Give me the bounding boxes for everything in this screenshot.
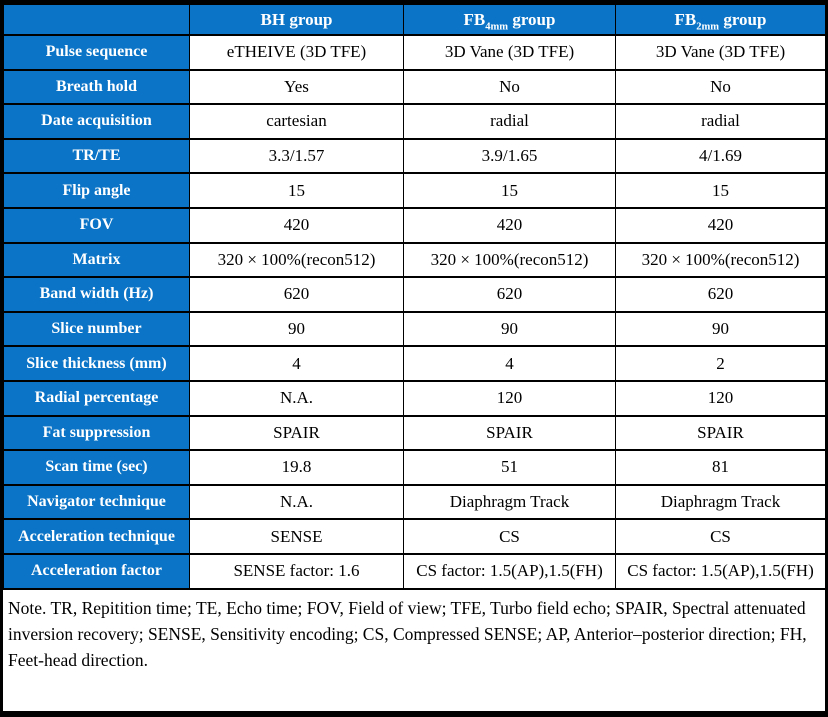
- cell-value: 420: [403, 206, 616, 244]
- row-label: Fat suppression: [3, 414, 190, 452]
- cell-value: 3D Vane (3D TFE): [403, 34, 616, 71]
- cell-value: CS factor: 1.5(AP),1.5(FH): [403, 552, 616, 590]
- cell-value: CS factor: 1.5(AP),1.5(FH): [615, 552, 825, 590]
- header-cell-bh-group: BH group: [189, 3, 404, 36]
- header-fb4mm-subscript: 4mm: [485, 20, 509, 32]
- cell-value: No: [403, 68, 616, 106]
- cell-value: 3.3/1.57: [189, 137, 404, 175]
- row-label: Breath hold: [3, 68, 190, 106]
- cell-value: SPAIR: [189, 414, 404, 452]
- cell-value: 320 × 100%(recon512): [403, 241, 616, 279]
- cell-value: 120: [615, 379, 825, 417]
- cell-value: 15: [615, 172, 825, 209]
- cell-value: N.A.: [189, 483, 404, 521]
- cell-value: 90: [615, 310, 825, 348]
- header-fb2mm-base: FB: [674, 9, 697, 29]
- header-fb4mm-base: FB: [463, 9, 486, 29]
- cell-value: 3.9/1.65: [403, 137, 616, 175]
- row-label: Radial percentage: [3, 379, 190, 417]
- table-row-flip-angle: Flip angle 15 15 15: [3, 172, 825, 209]
- table-row-acceleration-technique: Acceleration technique SENSE CS CS: [3, 518, 825, 555]
- cell-value: 3D Vane (3D TFE): [615, 34, 825, 71]
- table-row-fov: FOV 420 420 420: [3, 206, 825, 244]
- table-row-acceleration-factor: Acceleration factor SENSE factor: 1.6 CS…: [3, 552, 825, 590]
- row-label: Acceleration technique: [3, 518, 190, 555]
- table-row-date-acquisition: Date acquisition cartesian radial radial: [3, 103, 825, 140]
- row-label: FOV: [3, 206, 190, 244]
- cell-value: 620: [615, 276, 825, 313]
- row-label: Date acquisition: [3, 103, 190, 140]
- header-fb4mm-rest: group: [508, 9, 556, 29]
- cell-value: CS: [615, 518, 825, 555]
- row-label: Slice number: [3, 310, 190, 348]
- mri-parameters-table: BH group FB4mm group FB2mm group Pulse s…: [3, 3, 825, 590]
- header-fb2mm-subscript: 2mm: [696, 20, 720, 32]
- cell-value: 15: [189, 172, 404, 209]
- cell-value: SPAIR: [403, 414, 616, 452]
- cell-value: 51: [403, 449, 616, 486]
- cell-value: SPAIR: [615, 414, 825, 452]
- row-label: Scan time (sec): [3, 449, 190, 486]
- row-label: Flip angle: [3, 172, 190, 209]
- cell-value: 620: [403, 276, 616, 313]
- cell-value: cartesian: [189, 103, 404, 140]
- cell-value: eTHEIVE (3D TFE): [189, 34, 404, 71]
- cell-value: 320 × 100%(recon512): [615, 241, 825, 279]
- table-row-navigator-technique: Navigator technique N.A. Diaphragm Track…: [3, 483, 825, 521]
- cell-value: radial: [403, 103, 616, 140]
- cell-value: No: [615, 68, 825, 106]
- cell-value: 620: [189, 276, 404, 313]
- cell-value: 120: [403, 379, 616, 417]
- table-row-band-width: Band width (Hz) 620 620 620: [3, 276, 825, 313]
- row-label: Acceleration factor: [3, 552, 190, 590]
- header-cell-fb2mm-group: FB2mm group: [615, 3, 825, 36]
- cell-value: 420: [189, 206, 404, 244]
- table-row-pulse-sequence: Pulse sequence eTHEIVE (3D TFE) 3D Vane …: [3, 34, 825, 71]
- table-row-scan-time: Scan time (sec) 19.8 51 81: [3, 449, 825, 486]
- cell-value: Diaphragm Track: [403, 483, 616, 521]
- cell-value: 4: [189, 345, 404, 382]
- table-row-fat-suppression: Fat suppression SPAIR SPAIR SPAIR: [3, 414, 825, 452]
- header-row: BH group FB4mm group FB2mm group: [3, 3, 825, 36]
- cell-value: N.A.: [189, 379, 404, 417]
- cell-value: 19.8: [189, 449, 404, 486]
- cell-value: 4/1.69: [615, 137, 825, 175]
- header-cell-empty: [3, 3, 190, 36]
- row-label: Navigator technique: [3, 483, 190, 521]
- cell-value: 15: [403, 172, 616, 209]
- table-row-tr-te: TR/TE 3.3/1.57 3.9/1.65 4/1.69: [3, 137, 825, 175]
- table-row-slice-thickness: Slice thickness (mm) 4 4 2: [3, 345, 825, 382]
- row-label: Slice thickness (mm): [3, 345, 190, 382]
- cell-value: 81: [615, 449, 825, 486]
- row-label: TR/TE: [3, 137, 190, 175]
- cell-value: Diaphragm Track: [615, 483, 825, 521]
- header-cell-fb4mm-group: FB4mm group: [403, 3, 616, 36]
- table-footnote: Note. TR, Repitition time; TE, Echo time…: [3, 589, 825, 711]
- cell-value: Yes: [189, 68, 404, 106]
- row-label: Pulse sequence: [3, 34, 190, 71]
- cell-value: 90: [189, 310, 404, 348]
- row-label: Band width (Hz): [3, 276, 190, 313]
- table-row-matrix: Matrix 320 × 100%(recon512) 320 × 100%(r…: [3, 241, 825, 279]
- table-row-radial-percentage: Radial percentage N.A. 120 120: [3, 379, 825, 417]
- cell-value: CS: [403, 518, 616, 555]
- cell-value: SENSE: [189, 518, 404, 555]
- cell-value: SENSE factor: 1.6: [189, 552, 404, 590]
- table-row-slice-number: Slice number 90 90 90: [3, 310, 825, 348]
- cell-value: 420: [615, 206, 825, 244]
- cell-value: 90: [403, 310, 616, 348]
- cell-value: 2: [615, 345, 825, 382]
- cell-value: radial: [615, 103, 825, 140]
- table-row-breath-hold: Breath hold Yes No No: [3, 68, 825, 106]
- header-fb2mm-rest: group: [719, 9, 767, 29]
- cell-value: 320 × 100%(recon512): [189, 241, 404, 279]
- cell-value: 4: [403, 345, 616, 382]
- row-label: Matrix: [3, 241, 190, 279]
